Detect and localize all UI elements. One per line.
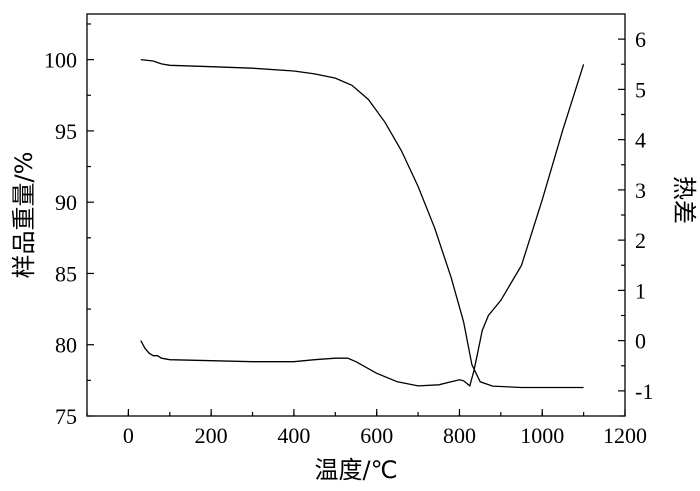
right-y-tick-label: 5 bbox=[635, 77, 646, 102]
right-y-axis-title: 热差 bbox=[670, 176, 698, 224]
plot-frame bbox=[86, 13, 626, 417]
x-axis: 0 200 400 600 800 1000 1200 bbox=[86, 409, 647, 448]
left-y-tick-label: 100 bbox=[44, 48, 77, 73]
left-y-tick-label: 95 bbox=[55, 119, 77, 144]
x-tick-label: 1000 bbox=[520, 423, 564, 448]
left-y-tick-label: 80 bbox=[55, 333, 77, 358]
right-y-tick-label: 6 bbox=[635, 27, 646, 52]
x-tick-label: 0 bbox=[123, 423, 134, 448]
x-axis-title: 温度/℃ bbox=[314, 456, 397, 484]
right-y-tick-label: 1 bbox=[635, 278, 646, 303]
series-layer bbox=[140, 58, 585, 389]
right-y-tick-label: 4 bbox=[635, 128, 646, 153]
x-tick-label: 200 bbox=[195, 423, 228, 448]
left-y-tick-label: 85 bbox=[55, 261, 77, 286]
x-tick-label: 800 bbox=[443, 423, 476, 448]
x-tick-label: 400 bbox=[277, 423, 310, 448]
x-tick-label: 600 bbox=[360, 423, 393, 448]
right-y-tick-label: 0 bbox=[635, 329, 646, 354]
dta-curve bbox=[140, 64, 585, 388]
left-y-axis: 75 80 85 90 95 100 bbox=[44, 23, 94, 429]
right-y-tick-label: 2 bbox=[635, 228, 646, 253]
right-y-tick-label: -1 bbox=[635, 379, 653, 404]
x-tick-label: 1200 bbox=[603, 423, 647, 448]
left-y-tick-label: 75 bbox=[55, 404, 77, 429]
right-y-tick-label: 3 bbox=[635, 178, 646, 203]
left-y-tick-label: 90 bbox=[55, 190, 77, 215]
right-y-axis: -1 0 1 2 3 4 5 6 bbox=[618, 27, 653, 417]
left-y-axis-title: 样品重量/% bbox=[10, 152, 38, 279]
weight-curve bbox=[140, 58, 584, 389]
